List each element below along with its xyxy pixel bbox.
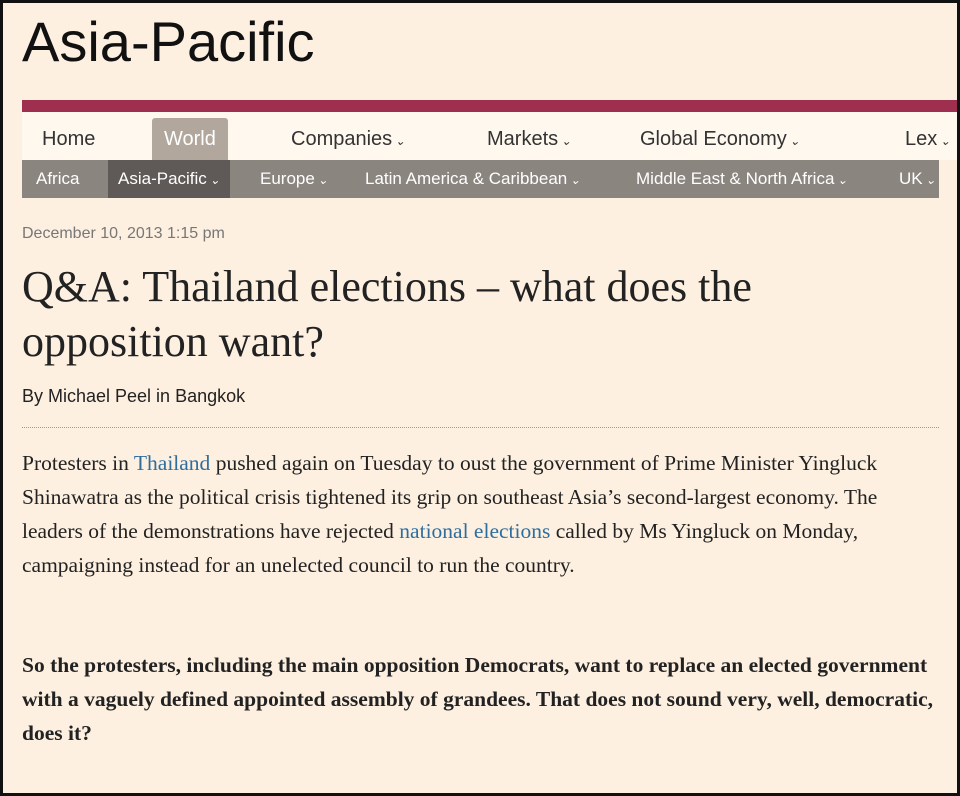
paragraph: Protesters in Thailand pushed again on T… [22,446,942,582]
subnav-link[interactable]: Africa [26,160,89,198]
label: Home [42,128,96,150]
byline: By Michael Peel in Bangkok [22,386,246,406]
nav-link[interactable]: Global Economy ⌄ [640,128,800,150]
nav-link[interactable]: Markets ⌄ [487,128,572,150]
label: Companies [291,128,393,150]
subnav-link[interactable]: Latin America & Caribbean ⌄ [365,169,581,188]
primary-nav: Home World Companies ⌄ Markets ⌄ Global Ec… [22,112,957,160]
label: Markets [487,128,559,150]
nav-link[interactable]: Home [30,118,107,160]
question: So the protesters, including the main op… [22,648,942,750]
label: World [164,128,216,150]
link[interactable]: Thailand [133,451,211,475]
text: Protesters in [22,451,134,475]
subnav-link[interactable]: Asia-Pacific ⌄ [108,160,230,198]
nav-link[interactable]: World [152,118,228,160]
secondary-nav: Africa Asia-Pacific ⌄ Europe ⌄ Latin Ameri… [22,160,939,198]
headline: Q&A: Thailand elections – what does the … [22,262,752,366]
label: UK [899,169,923,188]
article-date: December 10, 2013 1:15 pm [22,225,225,242]
accent-bar [22,100,957,112]
text: pushed again on Tuesday to oust the gove… [22,451,878,543]
link[interactable]: national elections [399,519,551,543]
divider [22,427,939,428]
label: Middle East & North Africa [636,169,835,188]
text: called by Ms Yingluck on Monday, campaig… [22,519,859,577]
label: Lex [905,128,938,150]
subnav-link[interactable]: Middle East & North Africa ⌄ [636,169,848,188]
label: Europe [260,169,315,188]
text: So the protesters, including the main op… [22,653,933,745]
nav-link[interactable]: Lex ⌄ [905,128,951,150]
section-title: Asia-Pacific [22,10,315,73]
label: Africa [36,169,80,188]
nav-link[interactable]: Companies ⌄ [291,128,406,150]
subnav-link[interactable]: UK ⌄ [899,169,936,188]
subnav-link[interactable]: Europe ⌄ [260,169,328,188]
label: Asia-Pacific [118,169,207,188]
label: Global Economy [640,128,787,150]
label: Latin America & Caribbean [365,169,568,188]
